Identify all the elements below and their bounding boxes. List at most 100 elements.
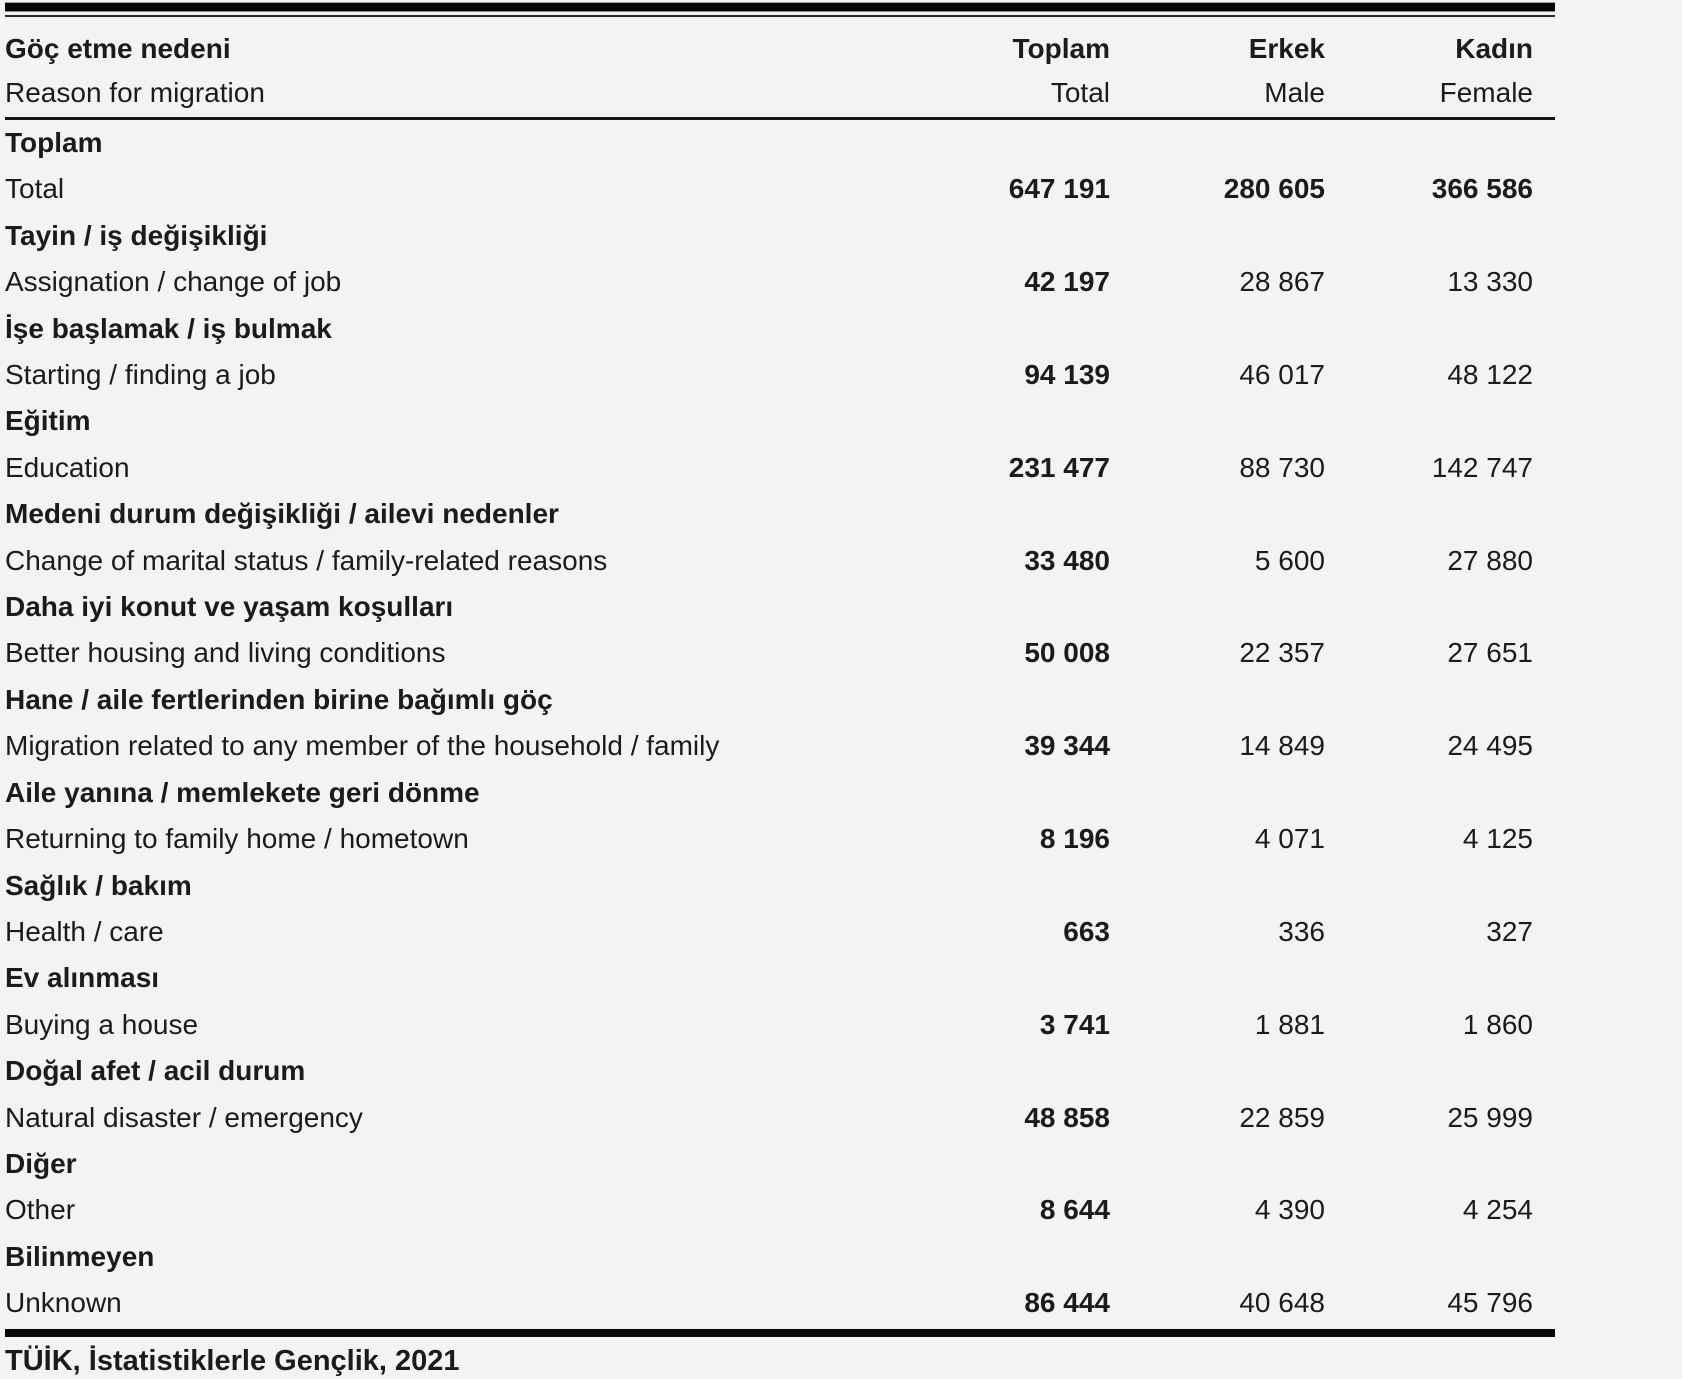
row-value-male: 5 600 <box>1254 544 1325 576</box>
row-value-male: 22 859 <box>1239 1101 1325 1133</box>
row-value-female: 366 586 <box>1431 173 1533 205</box>
row-value-total: 8 644 <box>1039 1194 1110 1226</box>
table-top-thick-rule <box>5 2 1555 12</box>
row-value-female: 27 880 <box>1447 544 1533 576</box>
row-line-tr: Ev alınması <box>5 955 1555 1001</box>
row-line-en: Returning to family home / hometown 8 196… <box>5 816 1555 862</box>
row-value-male: 4 071 <box>1254 823 1325 855</box>
row-label-en: Education <box>5 451 130 483</box>
table-row: Sağlık / bakım Health / care 663 336 327 <box>5 863 1555 956</box>
source-note: TÜİK, İstatistiklerle Gençlik, 2021 <box>5 1344 460 1377</box>
row-line-tr: Toplam <box>5 120 1555 166</box>
row-line-tr: Doğal afet / acil durum <box>5 1048 1555 1094</box>
row-label-en: Health / care <box>5 915 164 947</box>
row-label-tr: Medeni durum değişikliği / ailevi nedenl… <box>5 498 559 530</box>
row-label-en: Total <box>5 173 65 205</box>
table-row: Diğer Other 8 644 4 390 4 254 <box>5 1141 1555 1234</box>
row-line-tr: Hane / aile fertlerinden birine bağımlı … <box>5 677 1555 723</box>
table-body: Toplam Total 647 191 280 605 366 586 Tayin / … <box>5 120 1555 1327</box>
table-bottom-rule <box>5 1328 1555 1337</box>
row-line-tr: Medeni durum değişikliği / ailevi nedenl… <box>5 491 1555 537</box>
row-label-tr: Aile yanına / memlekete geri dönme <box>5 776 480 808</box>
row-line-tr: Diğer <box>5 1141 1555 1187</box>
row-value-male: 28 867 <box>1239 266 1325 298</box>
row-label-en: Unknown <box>5 1287 122 1319</box>
row-line-en: Education 231 477 88 730 142 747 <box>5 445 1555 491</box>
row-line-en: Buying a house 3 741 1 881 1 860 <box>5 1002 1555 1048</box>
row-value-female: 142 747 <box>1431 451 1533 483</box>
row-value-male: 4 390 <box>1254 1194 1325 1226</box>
row-label-tr: Sağlık / bakım <box>5 869 192 901</box>
row-value-male: 46 017 <box>1239 359 1325 391</box>
row-value-total: 86 444 <box>1024 1287 1110 1319</box>
row-value-total: 39 344 <box>1024 730 1110 762</box>
row-line-en: Total 647 191 280 605 366 586 <box>5 166 1555 212</box>
row-label-en: Change of marital status / family-relate… <box>5 544 608 576</box>
row-line-tr: Sağlık / bakım <box>5 863 1555 909</box>
row-label-en: Buying a house <box>5 1008 199 1040</box>
row-value-male: 40 648 <box>1239 1287 1325 1319</box>
row-value-female: 25 999 <box>1447 1101 1533 1133</box>
row-line-en: Better housing and living conditions 50 0… <box>5 630 1555 676</box>
row-line-en: Natural disaster / emergency 48 858 22 859… <box>5 1095 1555 1141</box>
header-label-tr: Göç etme nedeni <box>5 33 231 64</box>
row-value-male: 336 <box>1278 915 1325 947</box>
row-label-tr: Diğer <box>5 1147 77 1179</box>
row-label-tr: Bilinmeyen <box>5 1240 155 1272</box>
row-value-total: 50 008 <box>1024 637 1110 669</box>
header-separator-rule <box>5 117 1555 120</box>
row-value-female: 48 122 <box>1447 359 1533 391</box>
table-top-thin-rule <box>5 15 1555 17</box>
row-value-female: 327 <box>1486 915 1533 947</box>
header-col-female-tr: Kadın <box>1455 33 1533 64</box>
row-label-en: Assignation / change of job <box>5 266 342 298</box>
row-label-tr: Daha iyi konut ve yaşam koşulları <box>5 591 454 623</box>
table-row: Toplam Total 647 191 280 605 366 586 <box>5 120 1555 213</box>
row-value-total: 663 <box>1063 915 1110 947</box>
row-label-en: Other <box>5 1194 76 1226</box>
table-header: Göç etme nedeni Toplam Erkek Kadın Reaso… <box>5 17 1555 115</box>
row-line-tr: Aile yanına / memlekete geri dönme <box>5 770 1555 816</box>
row-label-tr: Tayin / iş değişikliği <box>5 219 268 251</box>
row-value-total: 33 480 <box>1024 544 1110 576</box>
table-row: Aile yanına / memlekete geri dönme Return… <box>5 770 1555 863</box>
row-value-male: 88 730 <box>1239 451 1325 483</box>
table-row: Eğitim Education 231 477 88 730 142 747 <box>5 398 1555 491</box>
row-value-total: 231 477 <box>1008 451 1110 483</box>
row-value-female: 4 254 <box>1462 1194 1533 1226</box>
row-value-female: 24 495 <box>1447 730 1533 762</box>
row-value-male: 22 357 <box>1239 637 1325 669</box>
row-label-en: Returning to family home / hometown <box>5 823 469 855</box>
row-label-en: Starting / finding a job <box>5 359 276 391</box>
header-col-male-en: Male <box>1264 77 1325 108</box>
table-row: Daha iyi konut ve yaşam koşulları Better … <box>5 584 1555 677</box>
row-value-total: 3 741 <box>1039 1008 1110 1040</box>
row-value-total: 42 197 <box>1024 266 1110 298</box>
row-line-en: Unknown 86 444 40 648 45 796 <box>5 1280 1555 1326</box>
row-line-en: Health / care 663 336 327 <box>5 909 1555 955</box>
row-value-total: 48 858 <box>1024 1101 1110 1133</box>
header-col-male-tr: Erkek <box>1248 33 1325 64</box>
table-row: Bilinmeyen Unknown 86 444 40 648 45 796 <box>5 1234 1555 1327</box>
row-line-tr: Bilinmeyen <box>5 1234 1555 1280</box>
row-value-total: 8 196 <box>1039 823 1110 855</box>
row-value-female: 1 860 <box>1462 1008 1533 1040</box>
row-line-en: Migration related to any member of the h… <box>5 723 1555 769</box>
row-value-male: 280 605 <box>1223 173 1325 205</box>
row-label-tr: İşe başlamak / iş bulmak <box>5 312 332 344</box>
table-row: Ev alınması Buying a house 3 741 1 881 1 860 <box>5 955 1555 1048</box>
header-col-total-en: Total <box>1050 77 1110 108</box>
row-label-tr: Doğal afet / acil durum <box>5 1055 306 1087</box>
row-value-total: 647 191 <box>1008 173 1110 205</box>
row-label-en: Natural disaster / emergency <box>5 1101 363 1133</box>
row-line-tr: Tayin / iş değişikliği <box>5 213 1555 259</box>
table-header-line-en: Reason for migration Total Male Female <box>5 71 1555 115</box>
table-header-line-tr: Göç etme nedeni Toplam Erkek Kadın <box>5 27 1555 71</box>
row-label-tr: Ev alınması <box>5 962 160 994</box>
row-value-total: 94 139 <box>1024 359 1110 391</box>
table-row: Doğal afet / acil durum Natural disaster … <box>5 1048 1555 1141</box>
row-value-male: 14 849 <box>1239 730 1325 762</box>
header-label-en: Reason for migration <box>5 77 265 108</box>
table-row: İşe başlamak / iş bulmak Starting / findi… <box>5 306 1555 399</box>
statistics-sheet: Göç etme nedeni Toplam Erkek Kadın Reaso… <box>5 2 1555 1379</box>
